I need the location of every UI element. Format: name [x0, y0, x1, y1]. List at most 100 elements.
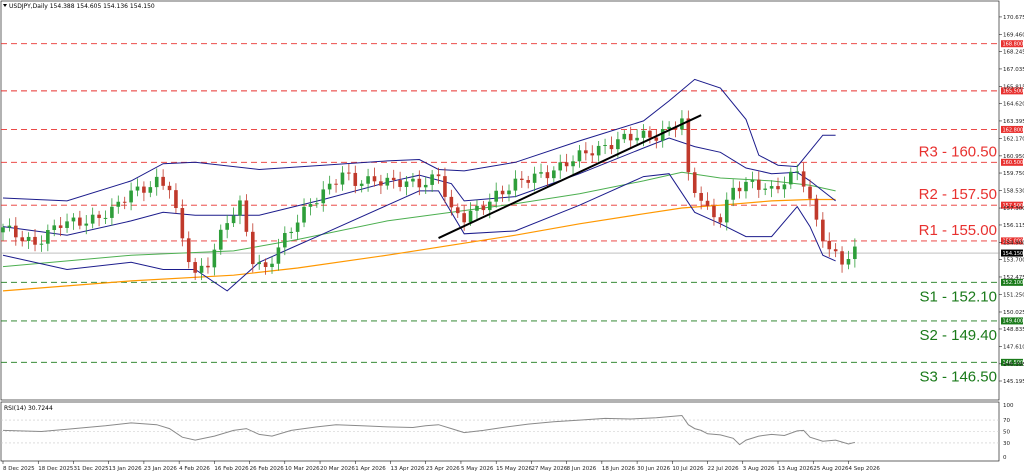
candle-body [193, 262, 197, 273]
candle-body [532, 173, 537, 183]
price-axis: 170.675 169.460 168.245 167.035 165.815 164.6… [999, 15, 1024, 385]
candle-body [347, 172, 351, 174]
level-label: S2 - 149.40 [919, 327, 997, 344]
price-tick-label: 162.170 [1003, 136, 1024, 142]
candle-body [705, 200, 710, 206]
candle-body [353, 172, 358, 186]
level-price-tag [1001, 87, 1023, 95]
candle-body [263, 262, 268, 268]
candle-body [724, 199, 729, 223]
candle-body [379, 181, 383, 186]
candle-body [808, 186, 812, 199]
level-price-tag-text: 157.500 [1003, 203, 1024, 209]
candle-body [174, 190, 178, 209]
price-tick-label: 146.395 [1003, 362, 1024, 368]
trendline-group [438, 114, 702, 239]
candle-body [686, 118, 691, 173]
candle-body [321, 189, 326, 204]
candle-body [327, 183, 332, 190]
time-tick-label: 10 Mar 2026 [285, 466, 320, 472]
price-tick-label: 167.035 [1003, 67, 1024, 73]
collapse-triangle-icon[interactable] [3, 4, 7, 7]
candle-body [340, 172, 345, 185]
rsi-tick-label: 30 [1003, 441, 1010, 447]
price-tick-label: 169.460 [1003, 32, 1024, 38]
level-price-tag [1001, 358, 1023, 366]
time-tick-label: 16 Feb 2026 [214, 466, 249, 472]
price-tick-label: 165.815 [1003, 84, 1024, 90]
candle-body [827, 240, 832, 250]
candle-body [430, 174, 434, 185]
candle-body [404, 181, 409, 187]
price-tick-label: 158.530 [1003, 188, 1024, 194]
symbol-header: USDJPY,Daily 154.388 154.605 154.136 154… [9, 3, 155, 10]
candle-body [135, 186, 140, 191]
time-tick-label: 4 Feb 2026 [179, 466, 210, 472]
time-tick-label: 25 Aug 2026 [813, 466, 849, 472]
level-price-tag-text: 168.800 [1003, 42, 1024, 48]
price-tick-label: 147.610 [1003, 344, 1024, 350]
candle-body [180, 208, 185, 239]
candle-body [801, 171, 806, 187]
candle-body [199, 265, 204, 273]
time-axis: 8 Dec 2025 18 Dec 2025 31 Dec 2025 13 Jan 2… [2, 461, 880, 472]
bollinger-upper-band [2, 78, 836, 202]
candle-body [84, 223, 89, 226]
candle-body [46, 230, 50, 244]
level-price-tag-text: 162.800 [1003, 127, 1024, 133]
candle-body [283, 233, 287, 248]
price-tick-label: 150.025 [1003, 310, 1024, 316]
price-tick-label: 151.250 [1003, 292, 1024, 298]
candle-body [821, 219, 825, 241]
rsi-tick-label: 50 [1003, 430, 1010, 436]
time-tick-label: 13 Apr 2026 [391, 466, 426, 472]
candle-body [539, 172, 543, 174]
price-tick-label: 160.950 [1003, 154, 1024, 160]
level-price-tag [1001, 40, 1023, 48]
candle-body [154, 176, 159, 188]
candle-body [776, 186, 780, 190]
level-price-tag [1001, 125, 1023, 133]
level-price-tag-text: 160.500 [1003, 160, 1024, 166]
candle-body [334, 183, 338, 185]
candle-body [289, 231, 294, 234]
time-tick-label: 13 Aug 2026 [778, 466, 814, 472]
current-price-tag [1001, 249, 1023, 257]
time-tick-label: 23 Apr 2026 [426, 466, 461, 472]
price-tick-label: 152.475 [1003, 275, 1024, 281]
candle-body [545, 172, 550, 179]
candle-body [718, 217, 723, 223]
price-tick-label: 159.750 [1003, 171, 1024, 177]
candle-body [238, 200, 242, 216]
time-tick-label: 26 Feb 2026 [250, 466, 285, 472]
price-tick-label: 154.900 [1003, 240, 1024, 246]
candle-body [97, 214, 101, 219]
candle-body [750, 179, 755, 182]
moving-average-slow-line [2, 198, 836, 292]
moving-average-fast-line [2, 171, 836, 268]
candle-body [731, 187, 735, 200]
candle-body [212, 249, 217, 268]
candle-body [756, 179, 761, 190]
price-tick-label: 156.115 [1003, 223, 1024, 229]
rsi-line [2, 414, 856, 446]
candle-body [455, 207, 460, 214]
candle-body [635, 137, 639, 141]
time-tick-label: 8 Dec 2025 [3, 466, 35, 472]
time-tick-label: 18 Dec 2025 [38, 466, 74, 472]
candle-body [110, 206, 114, 218]
candle-body [122, 201, 127, 203]
candle-body [39, 243, 44, 245]
level-label: S3 - 146.50 [919, 368, 997, 385]
level-price-tag [1001, 237, 1023, 245]
candle-body [186, 238, 191, 263]
time-tick-label: 1 Apr 2026 [355, 466, 386, 472]
candle-body [359, 183, 364, 186]
candle-body [763, 188, 767, 190]
candle-body [436, 174, 441, 177]
level-price-tag [1001, 317, 1023, 325]
candle-body [699, 192, 703, 201]
candle-body [475, 205, 479, 211]
